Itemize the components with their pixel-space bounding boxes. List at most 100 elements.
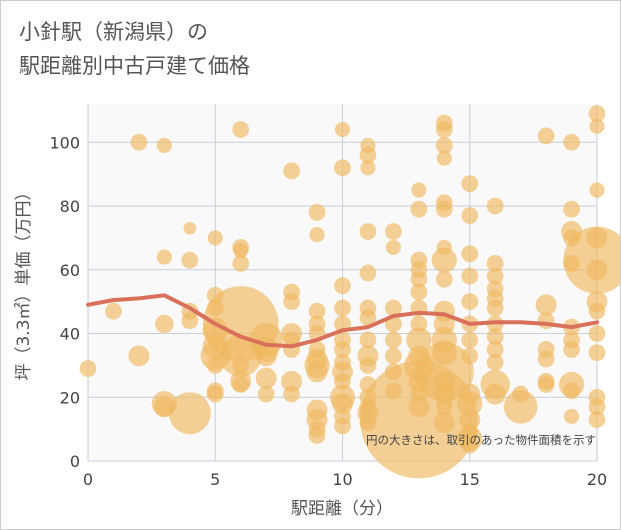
data-point (588, 302, 606, 320)
data-point (563, 133, 580, 151)
data-point (385, 331, 402, 349)
data-point (359, 331, 377, 349)
data-point (486, 299, 504, 317)
y-tick-label: 100 (49, 133, 80, 152)
x-tick-label: 15 (460, 470, 480, 489)
data-point (283, 385, 300, 403)
data-point (410, 270, 428, 288)
data-point (486, 267, 504, 285)
data-point (281, 370, 303, 392)
data-point (155, 314, 174, 334)
data-point (181, 251, 199, 269)
data-point (359, 264, 377, 282)
data-point (535, 294, 557, 316)
data-point (183, 222, 197, 235)
data-point (309, 227, 325, 243)
y-tick-label: 0 (70, 452, 80, 471)
data-point (206, 356, 224, 374)
data-point (308, 203, 326, 221)
data-point (359, 309, 377, 326)
y-tick-label: 80 (60, 197, 80, 216)
data-point (255, 367, 277, 389)
data-point (385, 239, 401, 255)
data-point (411, 182, 427, 198)
data-point (461, 207, 479, 224)
data-point (334, 277, 351, 295)
data-point (461, 245, 479, 263)
data-point (503, 390, 538, 424)
data-point (457, 391, 483, 417)
data-point (461, 331, 479, 349)
y-tick-label: 60 (60, 261, 80, 280)
data-point (385, 299, 402, 317)
data-point (435, 121, 453, 138)
data-point (308, 302, 326, 320)
data-point (308, 427, 326, 444)
data-point (486, 254, 504, 272)
bubble-layer (79, 105, 620, 479)
data-point (589, 182, 605, 198)
data-point (563, 200, 580, 218)
data-point (486, 328, 504, 346)
data-point (537, 350, 555, 368)
data-point (406, 327, 432, 353)
data-point (105, 302, 122, 320)
data-point (586, 259, 608, 281)
data-point (435, 200, 453, 218)
data-point (461, 175, 479, 193)
data-point (206, 385, 224, 403)
y-tick-label: 20 (60, 388, 80, 407)
data-point (232, 356, 250, 374)
data-point (461, 293, 479, 311)
data-point (563, 226, 620, 294)
data-point (461, 347, 479, 365)
x-tick-label: 10 (332, 470, 352, 489)
data-point (130, 133, 148, 151)
data-point (484, 383, 506, 405)
data-point (283, 162, 300, 180)
x-axis-ticks: 0 5 10 15 20 (83, 470, 607, 489)
data-point (359, 223, 377, 240)
y-tick-label: 40 (60, 325, 80, 344)
data-point (283, 293, 300, 311)
data-point (306, 361, 328, 383)
data-point (232, 376, 250, 393)
data-point (410, 283, 428, 301)
y-axis-label: 坪（3.3㎡）単価（万円） (14, 183, 34, 380)
data-point (563, 382, 580, 400)
chart-title: 小針駅（新潟県）の 駅距離別中古戸建て価格 (19, 20, 250, 78)
data-point (563, 341, 580, 358)
data-point (461, 436, 479, 454)
data-point (360, 160, 376, 176)
x-tick-label: 5 (210, 470, 220, 489)
data-point (156, 249, 172, 265)
data-point (589, 118, 605, 134)
data-point (486, 353, 504, 371)
data-point (359, 146, 377, 164)
data-point (410, 200, 428, 218)
data-point (563, 408, 580, 424)
data-point (385, 223, 402, 240)
data-point (433, 412, 455, 434)
data-point (257, 385, 275, 403)
data-point (433, 383, 455, 405)
y-axis-ticks: 0 20 40 60 80 100 (49, 133, 80, 471)
trend-line (86, 293, 599, 349)
data-point (207, 230, 223, 246)
data-point (588, 105, 606, 122)
data-point (168, 392, 211, 435)
x-tick-label: 20 (587, 470, 607, 489)
data-point (431, 247, 457, 273)
data-point (436, 150, 452, 166)
data-point (334, 121, 351, 138)
data-point (461, 267, 479, 285)
data-point (435, 270, 453, 288)
data-point (385, 347, 402, 365)
data-point (588, 398, 606, 416)
data-point (334, 341, 351, 358)
data-point (459, 409, 481, 431)
data-point (334, 299, 351, 317)
data-point (181, 312, 199, 330)
